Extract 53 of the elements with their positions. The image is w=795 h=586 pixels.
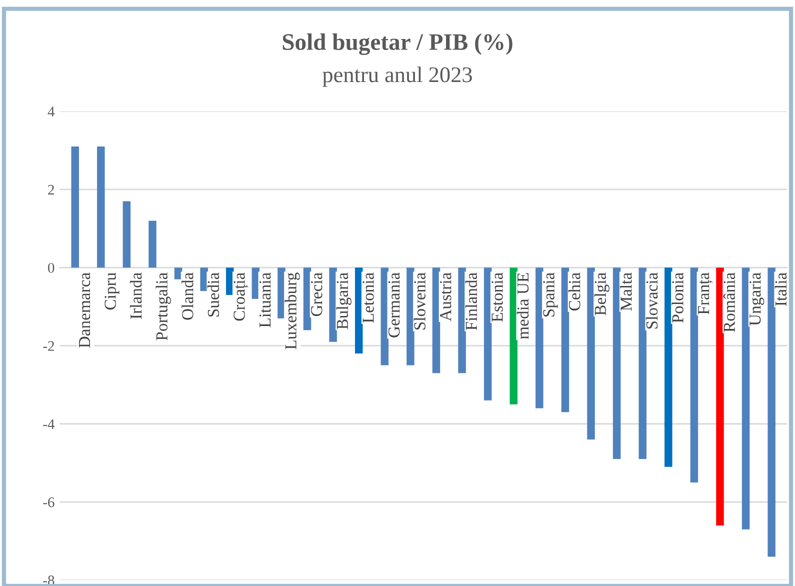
x-tick-label: Irlanda — [130, 272, 142, 319]
bar — [561, 268, 570, 412]
x-tick-label: Belgia — [594, 272, 610, 316]
x-tick-label: Luxemburg — [284, 272, 300, 350]
x-tick-label: Finlanda — [465, 272, 478, 330]
bar — [97, 146, 105, 268]
bar — [484, 268, 492, 400]
bar — [664, 268, 672, 467]
chart-title: Sold bugetar / PIB (%) — [282, 33, 512, 56]
x-tick-label: Slovacia — [646, 272, 658, 329]
y-tick-label: 2 — [48, 184, 54, 195]
y-tick-label: 4 — [48, 106, 55, 116]
y-tick-label: -6 — [43, 497, 54, 508]
x-tick-label: Cehia — [568, 272, 580, 310]
y-tick-label: -2 — [43, 341, 54, 351]
x-tick-label: Spania — [543, 272, 558, 317]
x-tick-label: Polonia — [672, 272, 684, 323]
x-tick-label: Ungaria — [750, 272, 764, 326]
y-tick-label: 0 — [48, 262, 54, 273]
bar — [612, 268, 621, 460]
x-tick-label: media UE — [516, 273, 529, 340]
x-tick-label: Malta — [620, 272, 632, 311]
x-tick-label: Lituania — [259, 272, 271, 328]
x-tick-label: Croația — [234, 272, 248, 321]
x-tick-label: Italia — [774, 272, 787, 306]
chart-subtitle: pentru anul 2023 — [322, 66, 472, 87]
x-tick-label: Franța — [698, 272, 713, 314]
bar — [742, 268, 750, 530]
x-tick-label: Bulgaria — [336, 272, 352, 330]
x-tick-label: România — [723, 272, 735, 332]
x-tick-label: Grecia — [311, 272, 322, 316]
x-tick-label: Letonia — [362, 272, 374, 323]
x-tick-label: Suedia — [207, 272, 220, 317]
x-tick-label: Slovenia — [414, 272, 426, 330]
x-tick-label: Austria — [440, 272, 452, 322]
x-tick-label: Estonia — [492, 272, 503, 322]
bar — [690, 268, 698, 482]
x-tick-label: Portugalia — [156, 272, 171, 340]
bar — [587, 268, 595, 440]
bar — [716, 268, 724, 526]
bar — [536, 268, 544, 408]
x-tick-label: Cipru — [104, 272, 120, 310]
x-tick-label: Olanda — [182, 272, 194, 320]
x-tick-label: Danemarca — [79, 272, 90, 348]
bar — [638, 268, 646, 460]
y-tick-label: -4 — [43, 419, 55, 429]
x-tick-label: Germania — [388, 272, 400, 338]
bar — [174, 268, 182, 280]
bar — [71, 146, 79, 268]
bar — [122, 201, 131, 268]
bar — [432, 268, 440, 374]
bar — [148, 220, 156, 268]
bar — [768, 268, 776, 557]
